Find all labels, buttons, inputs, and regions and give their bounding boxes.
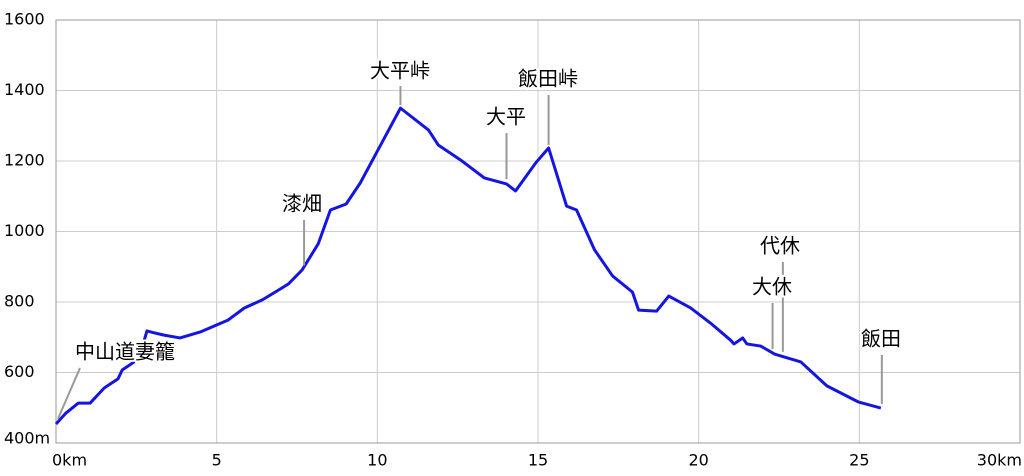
x-tick-label: 0km [52,451,87,470]
y-tick-label: 1600 [4,10,45,29]
y-tick-label: 1200 [4,151,45,170]
y-tick-label: 600 [4,362,35,381]
x-tick-label: 30km [977,451,1022,470]
annotation-label: 飯田 [861,327,901,351]
y-tick-label: 400m [4,429,50,448]
y-tick-label: 1400 [4,80,45,99]
y-tick-label: 1000 [4,221,45,240]
x-tick-label: 20 [688,451,708,470]
plot-border [55,19,1021,444]
x-tick-label: 25 [849,451,869,470]
annotation-label: 中山道妻籠 [75,340,175,364]
annotation-leader [57,367,81,420]
annotation-label: 大休 [752,275,792,299]
annotation-label: 大平峠 [370,59,430,83]
annotation-label: 漆畑 [282,192,322,216]
x-tick-label: 5 [212,451,222,470]
y-tick-label: 800 [4,292,35,311]
annotation-label: 飯田峠 [518,67,578,91]
annotation-label: 大平 [486,105,526,129]
x-tick-label: 15 [528,451,548,470]
elevation-line [54,106,882,425]
annotation-label: 代休 [760,234,800,258]
x-tick-label: 10 [367,451,387,470]
